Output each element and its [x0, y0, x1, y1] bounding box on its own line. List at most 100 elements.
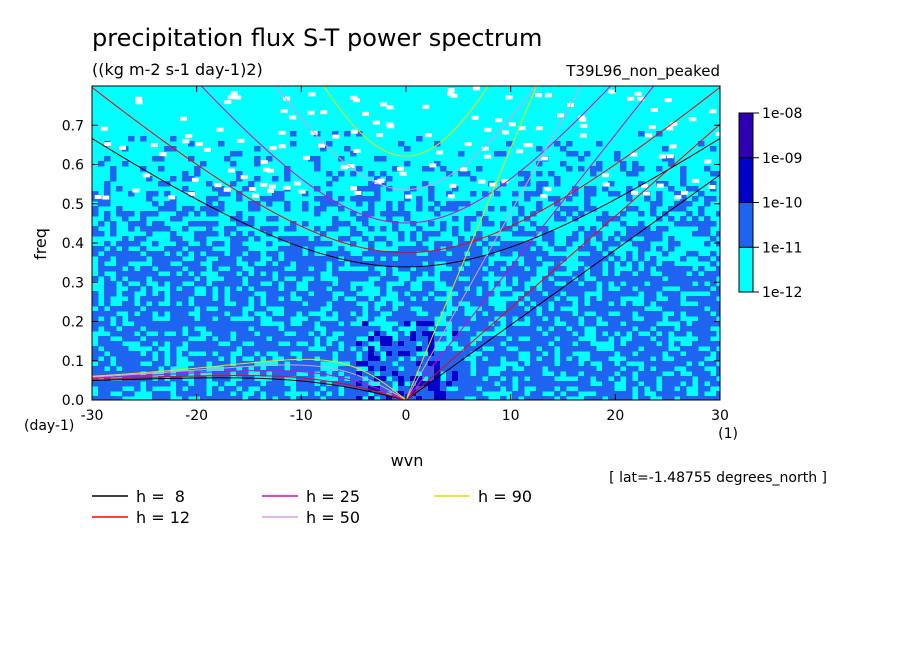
spectrum-cell — [638, 311, 645, 317]
spectrum-cell — [230, 246, 237, 252]
spectrum-cell — [680, 266, 687, 272]
spectrum-cell — [326, 196, 333, 202]
spectrum-cell — [590, 296, 597, 302]
spectrum-cell — [542, 296, 549, 302]
spectrum-cell — [296, 331, 303, 337]
spectrum-gap — [580, 124, 588, 129]
spectrum-cell — [518, 311, 525, 317]
spectrum-cell — [338, 301, 345, 307]
spectrum-cell — [620, 346, 627, 352]
spectrum-cell — [350, 231, 357, 237]
spectrum-cell — [236, 356, 243, 362]
spectrum-cell — [194, 366, 201, 372]
spectrum-cell — [128, 301, 135, 307]
spectrum-cell — [206, 246, 213, 252]
spectrum-cell — [638, 276, 645, 282]
spectrum-cell — [242, 386, 249, 392]
spectrum-cell — [254, 256, 261, 262]
spectrum-cell — [704, 301, 711, 307]
spectrum-cell — [230, 251, 237, 257]
spectrum-cell — [710, 291, 717, 297]
spectrum-cell — [518, 386, 525, 392]
spectrum-cell — [686, 286, 693, 292]
spectrum-cell — [572, 191, 579, 197]
spectrum-cell — [194, 256, 201, 262]
spectrum-cell — [110, 266, 117, 272]
spectrum-cell — [152, 251, 159, 257]
spectrum-cell — [434, 246, 441, 252]
spectrum-cell — [368, 271, 375, 277]
spectrum-cell — [170, 346, 177, 352]
spectrum-cell — [668, 361, 675, 367]
spectrum-cell — [392, 356, 399, 362]
spectrum-cell — [182, 211, 189, 217]
spectrum-cell — [476, 276, 483, 282]
spectrum-cell — [608, 316, 615, 322]
spectrum-cell — [698, 266, 705, 272]
spectrum-cell — [416, 331, 423, 337]
spectrum-cell — [104, 211, 111, 217]
spectrum-cell — [200, 321, 207, 327]
spectrum-gap — [460, 167, 468, 172]
spectrum-cell — [248, 216, 255, 222]
spectrum-cell — [464, 266, 471, 272]
spectrum-cell — [512, 336, 519, 342]
spectrum-cell — [476, 341, 483, 347]
spectrum-cell — [458, 321, 465, 327]
spectrum-cell — [110, 346, 117, 352]
spectrum-cell — [542, 281, 549, 287]
spectrum-cell — [344, 311, 351, 317]
spectrum-cell — [608, 296, 615, 302]
spectrum-cell — [290, 221, 297, 227]
spectrum-cell — [590, 281, 597, 287]
spectrum-cell — [140, 366, 147, 372]
spectrum-cell — [626, 276, 633, 282]
spectrum-cell — [536, 321, 543, 327]
spectrum-cell — [590, 356, 597, 362]
spectrum-cell — [188, 321, 195, 327]
spectrum-cell — [140, 246, 147, 252]
spectrum-gap — [489, 182, 497, 187]
spectrum-cell — [404, 256, 411, 262]
spectrum-cell — [386, 251, 393, 257]
spectrum-cell — [218, 271, 225, 277]
spectrum-cell — [608, 391, 615, 397]
spectrum-cell — [572, 321, 579, 327]
y-tick-label: 0.1 — [62, 354, 84, 370]
spectrum-cell — [122, 236, 129, 242]
spectrum-cell — [176, 381, 183, 387]
spectrum-cell — [698, 311, 705, 317]
spectrum-cell — [410, 331, 417, 337]
spectrum-cell — [236, 306, 243, 312]
spectrum-cell — [254, 391, 261, 397]
spectrum-cell — [242, 186, 249, 192]
spectrum-cell — [344, 271, 351, 277]
spectrum-cell — [440, 251, 447, 257]
spectrum-cell — [506, 281, 513, 287]
spectrum-gap — [674, 195, 682, 200]
spectrum-cell — [608, 366, 615, 372]
spectrum-cell — [104, 181, 111, 187]
spectrum-cell — [212, 251, 219, 257]
spectrum-cell — [272, 176, 279, 182]
spectrum-cell — [644, 231, 651, 237]
spectrum-cell — [662, 381, 669, 387]
spectrum-cell — [266, 231, 273, 237]
spectrum-cell — [692, 351, 699, 357]
spectrum-cell — [128, 136, 135, 142]
spectrum-cell — [632, 266, 639, 272]
spectrum-cell — [386, 306, 393, 312]
spectrum-cell — [668, 186, 675, 192]
spectrum-cell — [92, 291, 99, 297]
spectrum-cell — [698, 396, 705, 400]
spectrum-cell — [458, 151, 465, 157]
spectrum-cell — [362, 221, 369, 227]
spectrum-cell — [422, 291, 429, 297]
spectrum-cell — [212, 211, 219, 217]
spectrum-cell — [518, 281, 525, 287]
spectrum-cell — [602, 351, 609, 357]
spectrum-cell — [488, 381, 495, 387]
spectrum-cell — [380, 291, 387, 297]
spectrum-gap — [449, 183, 457, 188]
spectrum-cell — [290, 246, 297, 252]
